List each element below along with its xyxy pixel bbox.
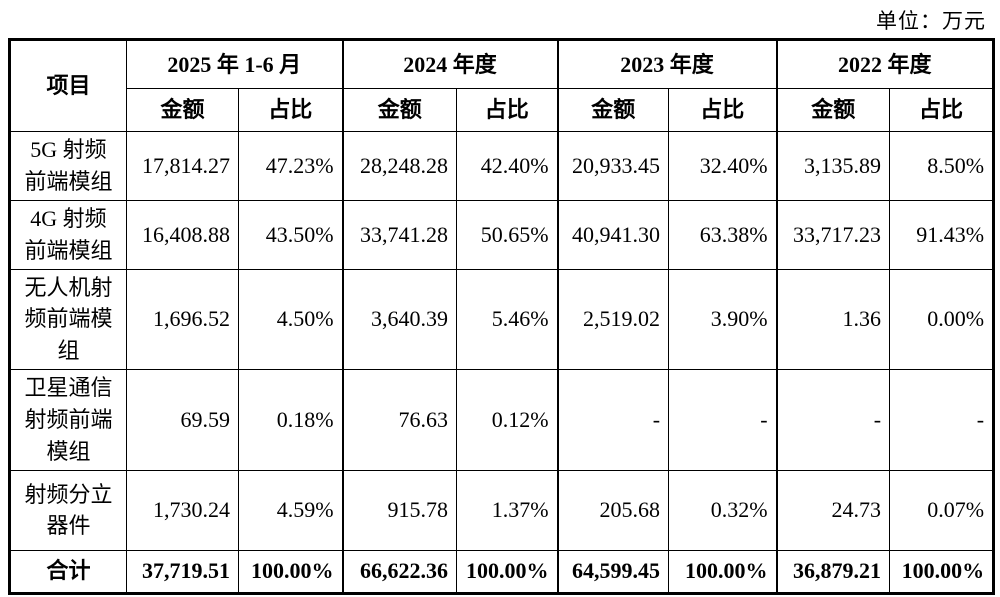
period-header-2025h1: 2025 年 1-6 月 bbox=[125, 39, 344, 89]
amount-cell: - bbox=[775, 369, 891, 471]
amount-cell: 3,640.39 bbox=[341, 268, 458, 371]
period-header-2023: 2023 年度 bbox=[556, 39, 778, 89]
amount-header: 金额 bbox=[341, 88, 458, 132]
ratio-header: 占比 bbox=[237, 88, 344, 132]
ratio-cell: 43.50% bbox=[237, 199, 344, 270]
ratio-header: 占比 bbox=[668, 88, 778, 132]
total-label: 合计 bbox=[9, 549, 127, 594]
unit-label: 单位：万元 bbox=[876, 9, 986, 33]
amount-cell: 33,741.28 bbox=[341, 199, 458, 270]
ratio-cell: - bbox=[889, 369, 995, 471]
amount-cell: 36,879.21 bbox=[775, 549, 891, 594]
table-row-4g: 4G 射频前端模组 16,408.88 43.50% 33,741.28 50.… bbox=[9, 199, 995, 270]
row-label: 4G 射频前端模组 bbox=[9, 199, 127, 270]
item-column-header: 项目 bbox=[9, 39, 127, 132]
revenue-breakdown-table: 项目 2025 年 1-6 月 2024 年度 2023 年度 2022 年度 … bbox=[8, 38, 996, 595]
table-row-total: 合计 37,719.51 100.00% 66,622.36 100.00% 6… bbox=[9, 549, 995, 594]
amount-cell: 66,622.36 bbox=[341, 549, 458, 594]
ratio-cell: 0.12% bbox=[456, 369, 559, 471]
ratio-header: 占比 bbox=[456, 88, 559, 132]
ratio-cell: 4.50% bbox=[237, 268, 344, 371]
amount-cell: 17,814.27 bbox=[126, 131, 239, 201]
ratio-cell: 1.37% bbox=[456, 469, 559, 551]
table-row-discrete: 射频分立器件 1,730.24 4.59% 915.78 1.37% 205.6… bbox=[9, 469, 995, 551]
ratio-cell: 32.40% bbox=[668, 131, 778, 201]
amount-cell: 69.59 bbox=[126, 369, 239, 471]
amount-cell: 37,719.51 bbox=[126, 549, 239, 594]
amount-cell: 1,696.52 bbox=[126, 268, 239, 371]
ratio-cell: 100.00% bbox=[889, 549, 995, 594]
period-header-row: 项目 2025 年 1-6 月 2024 年度 2023 年度 2022 年度 bbox=[9, 39, 995, 132]
amount-header: 金额 bbox=[556, 88, 670, 132]
ratio-cell: 63.38% bbox=[668, 199, 778, 270]
period-header-2022: 2022 年度 bbox=[775, 39, 995, 89]
period-header-2024: 2024 年度 bbox=[341, 39, 559, 89]
table-row-5g: 5G 射频前端模组 17,814.27 47.23% 28,248.28 42.… bbox=[9, 131, 995, 201]
amount-header: 金额 bbox=[126, 88, 239, 132]
ratio-cell: 0.00% bbox=[889, 268, 995, 371]
amount-cell: 33,717.23 bbox=[775, 199, 891, 270]
ratio-cell: 0.18% bbox=[237, 369, 344, 471]
ratio-cell: 47.23% bbox=[237, 131, 344, 201]
row-label: 5G 射频前端模组 bbox=[9, 131, 127, 201]
ratio-cell: 100.00% bbox=[668, 549, 778, 594]
ratio-cell: 5.46% bbox=[456, 268, 559, 371]
amount-cell: 40,941.30 bbox=[556, 199, 670, 270]
amount-cell: 2,519.02 bbox=[556, 268, 670, 371]
amount-cell: 205.68 bbox=[556, 469, 670, 551]
amount-cell: 3,135.89 bbox=[775, 131, 891, 201]
ratio-cell: 100.00% bbox=[237, 549, 344, 594]
amount-cell: 1,730.24 bbox=[126, 469, 239, 551]
row-label: 卫星通信射频前端模组 bbox=[9, 369, 127, 471]
row-label: 无人机射频前端模组 bbox=[9, 268, 127, 371]
ratio-cell: 0.07% bbox=[889, 469, 995, 551]
table-row-drone: 无人机射频前端模组 1,696.52 4.50% 3,640.39 5.46% … bbox=[9, 268, 995, 371]
ratio-cell: 0.32% bbox=[668, 469, 778, 551]
ratio-cell: 8.50% bbox=[889, 131, 995, 201]
ratio-cell: 42.40% bbox=[456, 131, 559, 201]
ratio-cell: 3.90% bbox=[668, 268, 778, 371]
amount-header: 金额 bbox=[775, 88, 891, 132]
amount-cell: 20,933.45 bbox=[556, 131, 670, 201]
ratio-header: 占比 bbox=[889, 88, 995, 132]
amount-cell: 24.73 bbox=[775, 469, 891, 551]
table-row-satellite: 卫星通信射频前端模组 69.59 0.18% 76.63 0.12% - - -… bbox=[9, 369, 995, 471]
amount-cell: 76.63 bbox=[341, 369, 458, 471]
amount-cell: 64,599.45 bbox=[556, 549, 670, 594]
amount-cell: 16,408.88 bbox=[126, 199, 239, 270]
ratio-cell: - bbox=[668, 369, 778, 471]
ratio-cell: 4.59% bbox=[237, 469, 344, 551]
ratio-cell: 100.00% bbox=[456, 549, 559, 594]
amount-cell: 1.36 bbox=[775, 268, 891, 371]
ratio-cell: 50.65% bbox=[456, 199, 559, 270]
amount-cell: 915.78 bbox=[341, 469, 458, 551]
amount-cell: 28,248.28 bbox=[341, 131, 458, 201]
ratio-cell: 91.43% bbox=[889, 199, 995, 270]
subheader-row: 金额 占比 金额 占比 金额 占比 金额 占比 bbox=[10, 88, 995, 132]
amount-cell: - bbox=[556, 369, 670, 471]
row-label: 射频分立器件 bbox=[9, 469, 127, 551]
